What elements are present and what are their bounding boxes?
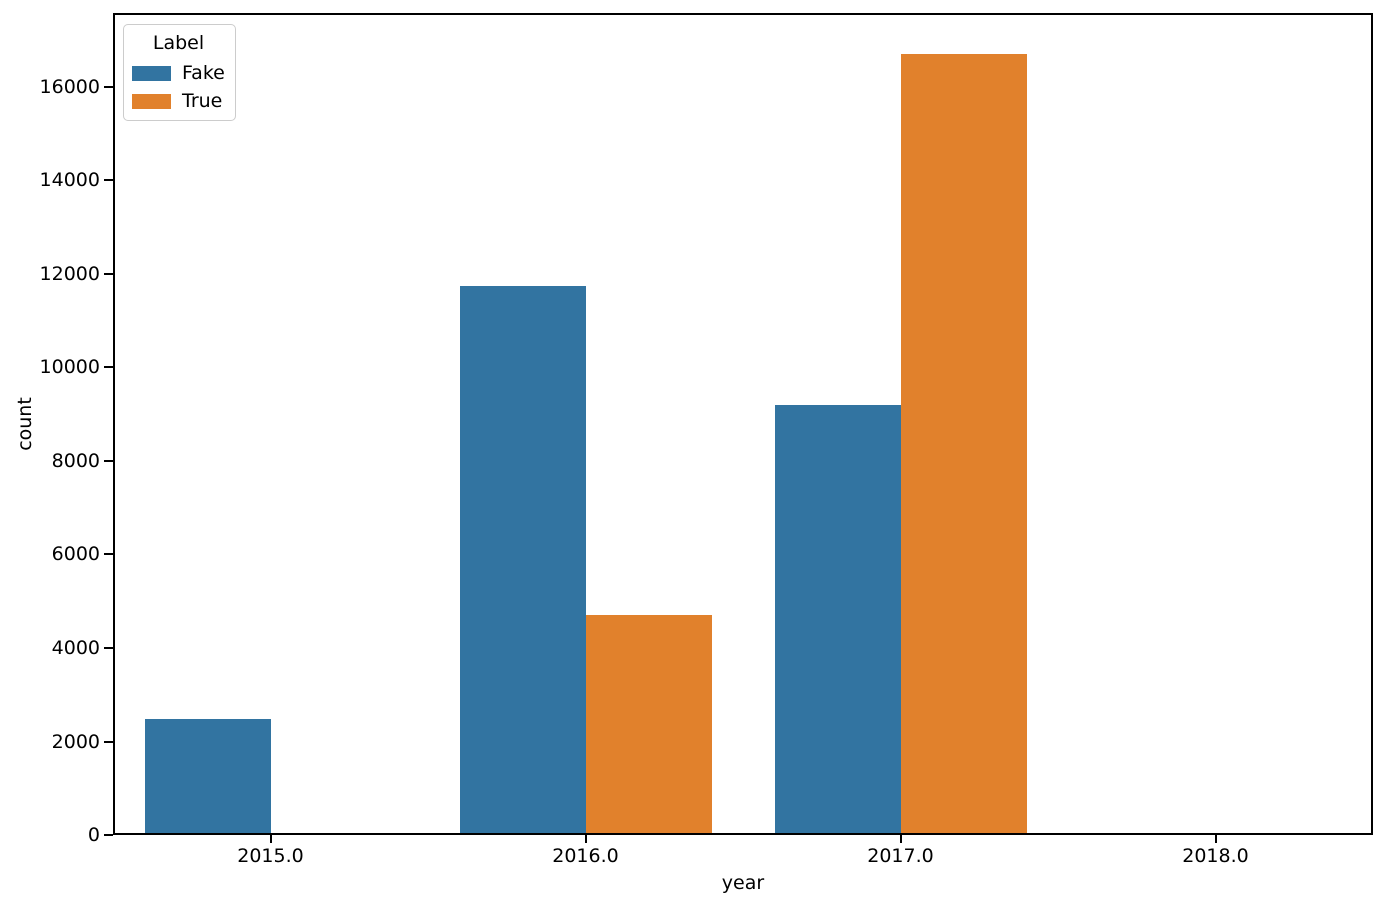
y-tick-mark <box>104 740 113 743</box>
x-tick-mark <box>899 835 902 843</box>
legend-title: Label <box>152 32 205 54</box>
y-tick-label: 8000 <box>51 449 100 472</box>
legend: Label Fake True <box>123 24 236 121</box>
bar-fake-2015.0 <box>144 719 271 835</box>
x-tick-label: 2016.0 <box>552 845 619 867</box>
legend-patch-fake <box>132 65 171 81</box>
y-tick-label: 14000 <box>39 169 100 192</box>
y-tick-label: 12000 <box>39 262 100 285</box>
y-tick-label: 4000 <box>51 636 100 659</box>
x-axis-label: year <box>721 872 765 894</box>
y-tick-mark <box>104 85 113 88</box>
y-tick-mark <box>104 646 113 649</box>
legend-entry-label: Fake <box>182 62 225 84</box>
y-tick-label: 2000 <box>51 730 100 753</box>
y-tick-label: 10000 <box>39 356 100 379</box>
y-axis-label: count <box>14 397 36 451</box>
y-tick-mark <box>104 459 113 462</box>
legend-patch-true <box>132 93 171 109</box>
x-tick-mark <box>584 835 587 843</box>
legend-entry-label: True <box>182 90 223 112</box>
y-tick-label: 6000 <box>51 543 100 566</box>
y-tick-mark <box>104 553 113 556</box>
bar-true-2016.0 <box>585 614 712 835</box>
y-tick-label: 16000 <box>39 75 100 98</box>
x-tick-label: 2017.0 <box>867 845 934 867</box>
bar-true-2017.0 <box>900 53 1027 835</box>
y-tick-mark <box>104 272 113 275</box>
axes-frame <box>113 13 1373 835</box>
y-tick-mark <box>104 366 113 369</box>
x-tick-label: 2018.0 <box>1182 845 1249 867</box>
legend-entries: Fake True <box>132 62 225 112</box>
bar-fake-2016.0 <box>459 285 586 835</box>
x-tick-label: 2015.0 <box>237 845 304 867</box>
y-tick-mark <box>104 834 113 836</box>
y-tick-mark <box>104 179 113 182</box>
bar-fake-2018.0 <box>1089 833 1216 835</box>
bar-fake-2017.0 <box>774 405 901 835</box>
legend-entry-fake: Fake <box>132 62 225 84</box>
x-tick-mark <box>269 835 272 843</box>
plot-area: Label Fake True 0 2000 4000 6000 8000 10000 120… <box>40 13 1373 867</box>
y-tick-label: 0 <box>87 824 100 846</box>
x-tick-mark <box>1214 835 1217 843</box>
legend-entry-true: True <box>132 90 225 112</box>
